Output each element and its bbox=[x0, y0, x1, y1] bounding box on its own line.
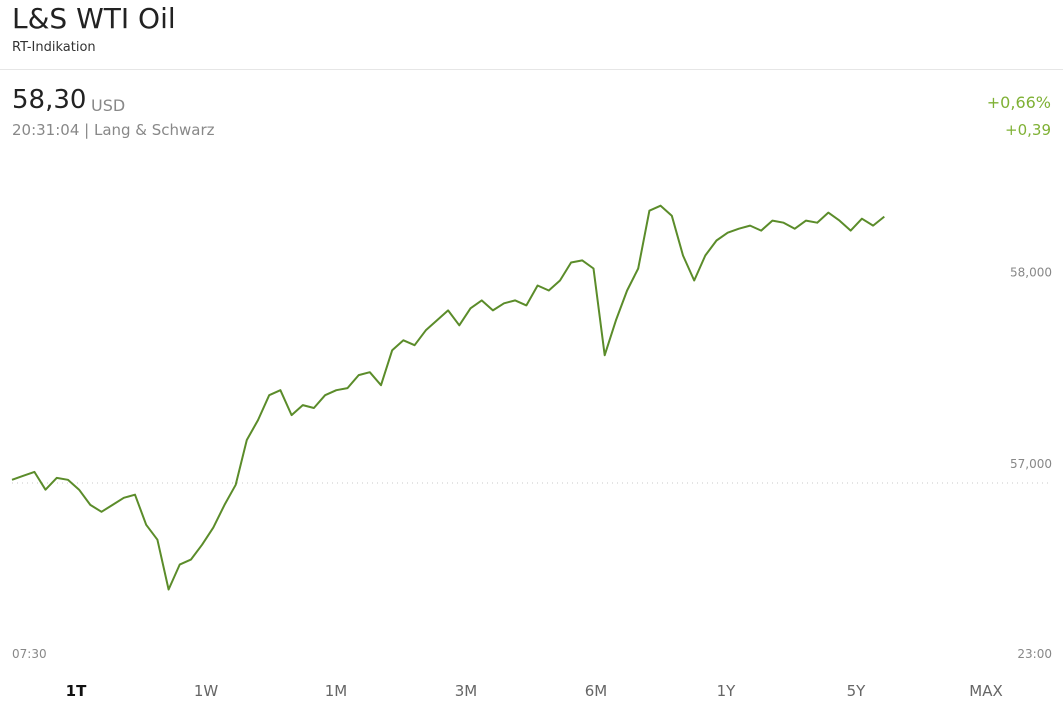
range-button[interactable]: 6M bbox=[584, 682, 608, 700]
range-button[interactable]: MAX bbox=[969, 682, 1003, 700]
time-source: 20:31:04 | Lang & Schwarz bbox=[12, 121, 215, 139]
range-button[interactable]: 1Y bbox=[716, 682, 736, 700]
x-tick-label: 07:30 bbox=[12, 647, 47, 661]
change-abs: +0,39 bbox=[1005, 121, 1051, 139]
range-button[interactable]: 5Y bbox=[846, 682, 866, 700]
y-tick-label: 57,000 bbox=[1010, 457, 1052, 471]
x-tick-label: 23:00 bbox=[1017, 647, 1052, 661]
range-button[interactable]: 3M bbox=[454, 682, 478, 700]
price-line bbox=[11, 204, 885, 591]
change-pct: +0,66% bbox=[986, 93, 1051, 112]
title: L&S WTI Oil bbox=[12, 2, 176, 35]
range-button[interactable]: 1M bbox=[324, 682, 348, 700]
divider bbox=[0, 69, 1063, 70]
price: 58,30 bbox=[12, 85, 87, 115]
range-button[interactable]: 1T bbox=[65, 682, 87, 700]
currency: USD bbox=[91, 96, 126, 115]
subtitle: RT-Indikation bbox=[12, 40, 96, 55]
range-button[interactable]: 1W bbox=[193, 682, 219, 700]
y-tick-label: 58,000 bbox=[1010, 266, 1052, 280]
